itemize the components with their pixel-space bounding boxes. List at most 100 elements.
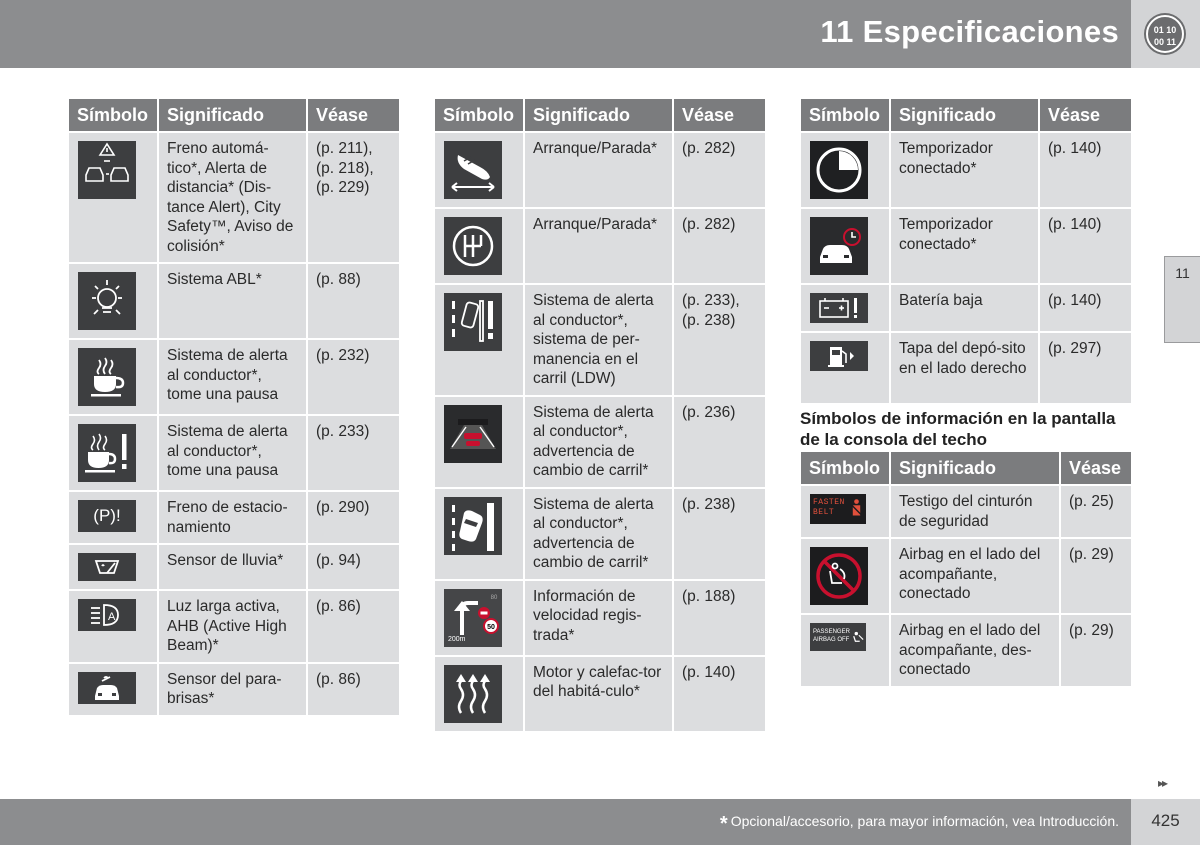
symbols-table-4: Símbolo Significado Véase FASTEN BELT Te… — [799, 450, 1133, 688]
meaning-cell: Información de velocidad regis-trada* — [525, 580, 672, 655]
lane-change-car-icon — [444, 496, 502, 555]
table-row: Temporizador conectado* (p. 140) — [801, 133, 1131, 207]
airbag-on-icon — [810, 547, 868, 605]
table-row: Temporizador conectado* (p. 140) — [801, 209, 1131, 283]
meaning-cell: Batería baja — [891, 285, 1038, 331]
see-cell: (p. 94) — [308, 545, 399, 589]
see-cell: (p. 232) — [308, 340, 399, 414]
meaning-cell: Airbag en el lado del acompañante, conec… — [891, 539, 1059, 613]
meaning-cell: Temporizador conectado* — [891, 133, 1038, 207]
windscreen-sensor-icon — [78, 671, 136, 704]
meaning-cell: Arranque/Parada* — [525, 209, 672, 283]
see-cell: (p. 88) — [308, 264, 399, 338]
meaning-cell: Airbag en el lado del acompañante, des-c… — [891, 615, 1059, 686]
meaning-cell: Sistema ABL* — [159, 264, 306, 338]
meaning-cell: Sensor del para-brisas* — [159, 663, 306, 715]
meaning-cell: Luz larga activa, AHB (Active High Beam)… — [159, 591, 306, 662]
symbols-table-3: Símbolo Significado Véase Temporizador c… — [799, 97, 1133, 405]
speed-limit-text: 50 — [487, 624, 495, 631]
see-cell: (p. 236) — [674, 396, 765, 487]
see-cell: (p. 297) — [1040, 333, 1131, 403]
fasten-belt-text: FASTEN BELT — [813, 498, 845, 517]
timer-icon — [810, 141, 868, 199]
chapter-badge-icon: 01 10 00 11 — [1146, 15, 1184, 53]
meaning-cell: Temporizador conectado* — [891, 209, 1038, 283]
lane-change-road-icon — [444, 404, 502, 463]
abl-light-icon — [78, 272, 136, 330]
timer-car-icon — [810, 217, 868, 275]
meaning-cell: Testigo del cinturón de seguridad — [891, 486, 1059, 537]
fuel-cap-icon — [810, 341, 868, 371]
col-see: Véase — [1061, 452, 1131, 484]
see-cell: (p. 238) — [674, 488, 765, 579]
symbols-table-1: Símbolo Significado Véase Freno automá-t… — [67, 97, 401, 717]
table-row: Sistema de alerta al conductor*, sistema… — [435, 285, 765, 395]
table-row: 50 80 200m Información de velocidad regis-… — [435, 580, 765, 655]
svg-text:A: A — [108, 611, 116, 623]
see-cell: (p. 140) — [674, 656, 765, 731]
footnote-star: * — [719, 813, 728, 835]
table-row: Sensor del para-brisas* (p. 86) — [69, 663, 399, 715]
see-cell: (p. 86) — [308, 663, 399, 715]
meaning-cell: Sistema de alerta al conductor*, adverte… — [525, 396, 672, 487]
table-row: Airbag en el lado del acompañante, conec… — [801, 539, 1131, 613]
col-symbol: Símbolo — [801, 99, 889, 131]
table-row: A Luz larga activa, AHB (Active High Bea… — [69, 591, 399, 662]
meaning-cell: Sistema de alerta al conductor*, sistema… — [525, 285, 672, 395]
see-cell: (p. 282) — [674, 133, 765, 207]
table-row: Sistema de alerta al conductor*, tome un… — [69, 340, 399, 414]
coffee-cup-warning-icon — [78, 424, 136, 482]
table-row: Sensor de lluvia* (p. 94) — [69, 545, 399, 589]
table-row: Sistema ABL* (p. 88) — [69, 264, 399, 338]
airbag-off-text: PASSENGER AIRBAG OFF — [813, 629, 850, 643]
next-page-arrows-icon: ▸▸ — [1158, 776, 1168, 790]
meaning-cell: Sistema de alerta al conductor*, tome un… — [159, 416, 306, 490]
table-row: Motor y calefac-tor del habitá-culo* (p.… — [435, 656, 765, 731]
col-meaning: Significado — [891, 99, 1038, 131]
chapter-badge-box: 01 10 00 11 — [1131, 0, 1200, 68]
page-title: 11 Especificaciones — [820, 14, 1119, 49]
coffee-cup-icon — [78, 348, 136, 406]
col-symbol: Símbolo — [801, 452, 889, 484]
see-cell: (p. 25) — [1061, 486, 1131, 537]
start-stop-foot-icon — [444, 141, 502, 199]
table-row: (P)! Freno de estacio-namiento (p. 290) — [69, 492, 399, 543]
col-symbol: Símbolo — [69, 99, 157, 131]
footer-note: * Opcional/accesorio, para mayor informac… — [720, 813, 1119, 836]
battery-low-icon — [810, 293, 868, 323]
table-row: Sistema de alerta al conductor*, adverte… — [435, 396, 765, 487]
see-cell: (p. 282) — [674, 209, 765, 283]
col-see: Véase — [308, 99, 399, 131]
meaning-cell: Freno de estacio-namiento — [159, 492, 306, 543]
table-row: Sistema de alerta al conductor*, adverte… — [435, 488, 765, 579]
footnote-text: Opcional/accesorio, para mayor informaci… — [730, 813, 1119, 829]
see-cell: (p. 140) — [1040, 285, 1131, 331]
page-footer: * Opcional/accesorio, para mayor informac… — [0, 799, 1131, 845]
distance-text: 200m — [448, 636, 466, 643]
see-cell: (p. 290) — [308, 492, 399, 543]
rain-sensor-icon — [78, 553, 136, 581]
parking-brake-icon-text: (P)! — [93, 506, 121, 525]
meaning-cell: Tapa del depó-sito en el lado derecho — [891, 333, 1038, 403]
table-row: Tapa del depó-sito en el lado derecho (p… — [801, 333, 1131, 403]
page-number-box: 425 — [1131, 799, 1200, 845]
table-row: Batería baja (p. 140) — [801, 285, 1131, 331]
table-row: Freno automá-tico*, Alerta de distancia*… — [69, 133, 399, 262]
col-symbol: Símbolo — [435, 99, 523, 131]
meaning-cell: Sensor de lluvia* — [159, 545, 306, 589]
see-cell: (p. 29) — [1061, 539, 1131, 613]
lane-departure-icon — [444, 293, 502, 351]
symbols-table-2: Símbolo Significado Véase Arranque/Parad… — [433, 97, 767, 733]
section-subheading: Símbolos de información en la pantalla d… — [800, 409, 1116, 449]
see-cell: (p. 233) — [308, 416, 399, 490]
meaning-cell: Sistema de alerta al conductor*, tome un… — [159, 340, 306, 414]
badge-bottom-text: 00 11 — [1153, 37, 1177, 47]
meaning-cell: Sistema de alerta al conductor*, adverte… — [525, 488, 672, 579]
col-see: Véase — [1040, 99, 1131, 131]
col-see: Véase — [674, 99, 765, 131]
cabin-heater-icon — [444, 664, 502, 723]
see-cell: (p. 140) — [1040, 133, 1131, 207]
see-cell: (p. 29) — [1061, 615, 1131, 686]
table-row: Arranque/Parada* (p. 282) — [435, 209, 765, 283]
see-cell: (p. 211), (p. 218), (p. 229) — [308, 133, 399, 262]
